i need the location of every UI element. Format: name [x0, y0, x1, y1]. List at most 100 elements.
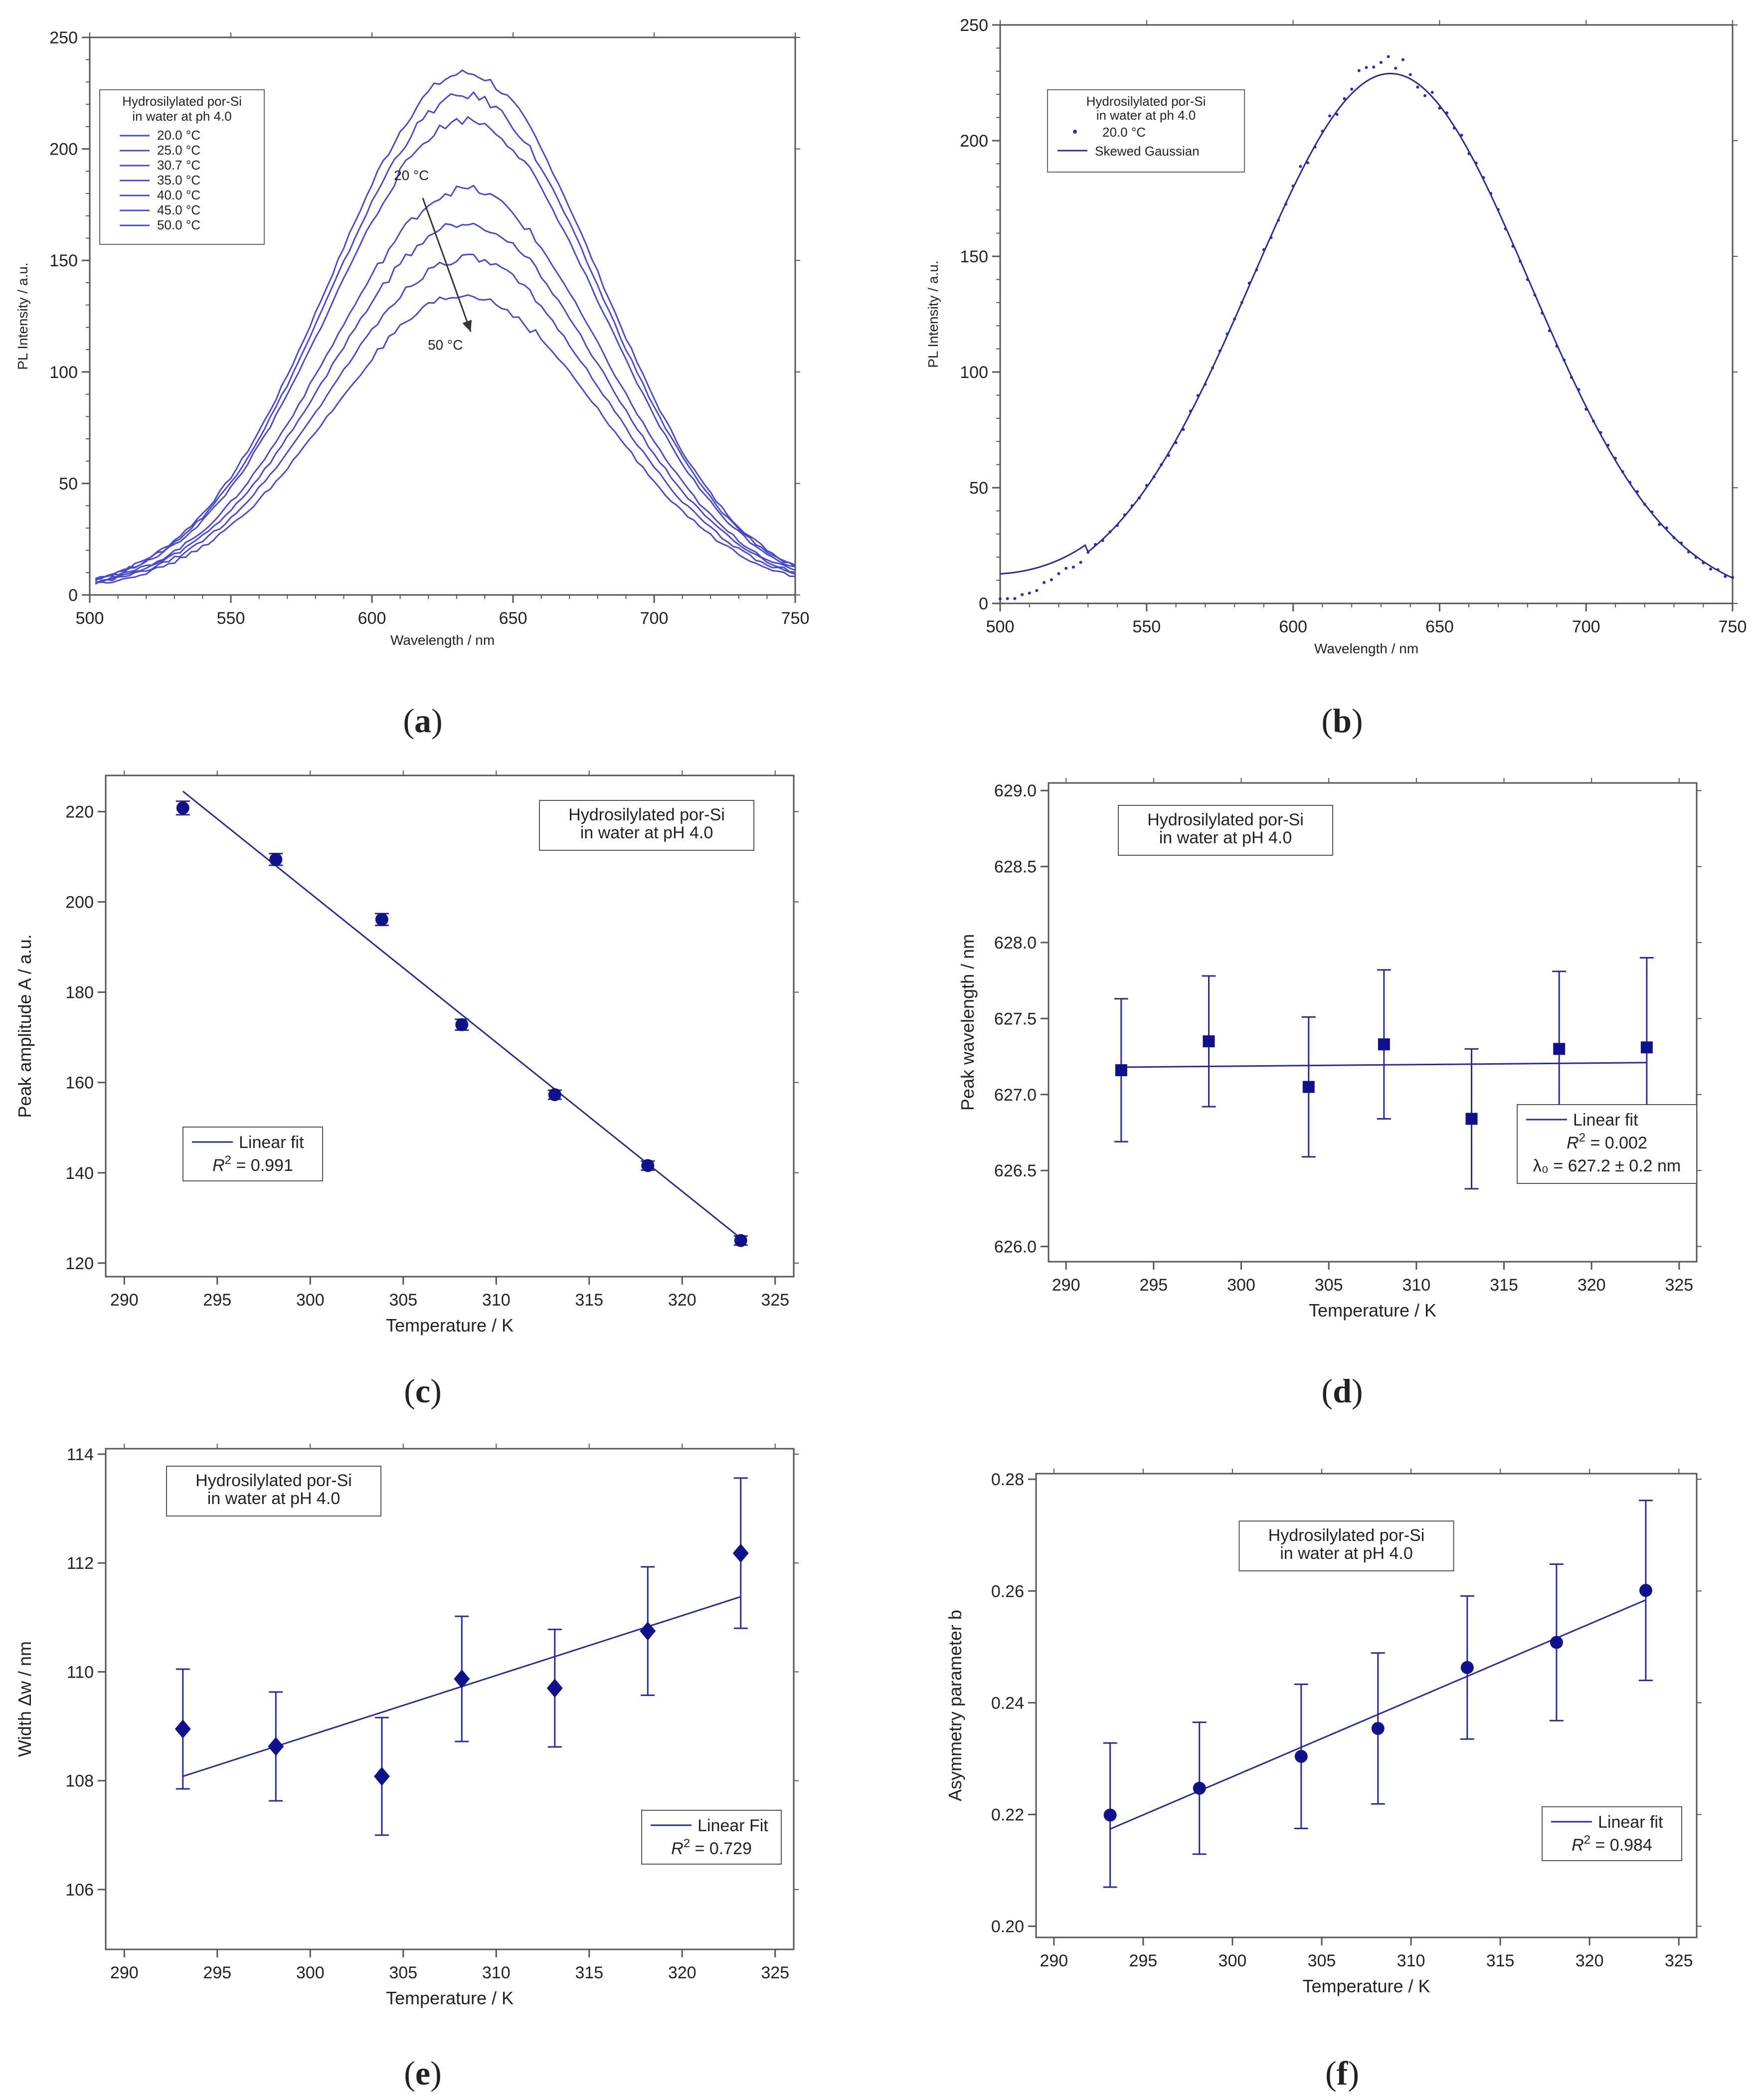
panel-f: 290 295 300 305 310 315 320 325 0.20 0.22 0.24 0.26… — [945, 1469, 1702, 2092]
series-line-6 — [95, 294, 796, 584]
data-point — [375, 913, 388, 926]
data-point — [1193, 1781, 1206, 1795]
data-point — [1343, 97, 1346, 100]
data-point — [1394, 66, 1398, 70]
data-point — [1460, 1661, 1474, 1674]
data-point — [1035, 589, 1039, 592]
sample-info-text: Hydrosilylated por-Si — [1147, 810, 1304, 829]
data-point — [1123, 513, 1126, 517]
arrow-head-icon — [462, 320, 472, 332]
y-tick-label: 626.0 — [994, 1238, 1037, 1257]
data-point — [1378, 1038, 1390, 1051]
x-tick-label: 295 — [1129, 1951, 1157, 1970]
x-tick-label: 295 — [1139, 1276, 1168, 1295]
data-point — [1291, 185, 1295, 188]
x-tick-label: 295 — [203, 1291, 231, 1310]
sample-info-text: in water at pH 4.0 — [580, 823, 713, 842]
x-tick-label: 310 — [482, 1963, 511, 1982]
panel-d: 290 295 300 305 310 315 320 325 626.0 626.5 627.0 6… — [957, 778, 1702, 1410]
data-point — [548, 1088, 561, 1102]
x-tick-label: 310 — [1402, 1276, 1430, 1295]
fit-legend-label: Linear Fit — [698, 1816, 768, 1835]
y-axis-label: PL Intensity / a.u. — [925, 260, 941, 368]
data-point — [1636, 490, 1639, 493]
legend-marker — [1073, 130, 1077, 134]
data-point — [1438, 106, 1441, 110]
y-tick-label: 0 — [979, 594, 988, 613]
caption-letter: a — [414, 702, 431, 740]
sample-info-text: in water at pH 4.0 — [1159, 828, 1292, 847]
data-point — [1680, 541, 1683, 545]
y-tick-label: 108 — [65, 1772, 94, 1791]
fit-legend-box — [1517, 1104, 1697, 1184]
caption-letter: f — [1337, 2054, 1349, 2092]
data-point — [1584, 407, 1588, 411]
data-point — [1013, 597, 1017, 600]
x-tick-label: 305 — [1308, 1951, 1336, 1970]
data-point — [1371, 1721, 1385, 1735]
data-point — [455, 1018, 469, 1031]
r-value: = 0.002 — [1585, 1134, 1647, 1152]
x-tick-label: 300 — [1219, 1951, 1247, 1970]
x-tick-label: 315 — [1486, 1951, 1515, 1970]
data-point — [1302, 1081, 1315, 1093]
y-tick-label: 220 — [65, 802, 94, 821]
data-point — [546, 1679, 563, 1698]
panel-caption: (c) — [404, 1372, 442, 1410]
x-tick-label: 300 — [1227, 1276, 1255, 1295]
x-tick-label: 600 — [1279, 617, 1307, 636]
legend-entry: 45.0 °C — [157, 202, 200, 217]
data-point — [1335, 113, 1339, 116]
fit-legend-label: Linear fit — [239, 1133, 304, 1152]
sample-info-box — [1238, 1521, 1454, 1571]
data-point — [1731, 576, 1734, 579]
data-point — [1071, 566, 1075, 569]
x-tick-label: 550 — [1132, 617, 1161, 636]
x-tick-label: 290 — [110, 1963, 139, 1982]
data-point — [1294, 1749, 1308, 1763]
caption-letter: c — [415, 1372, 430, 1410]
data-point — [1489, 192, 1493, 195]
data-point — [1357, 69, 1361, 72]
x-tick-label: 290 — [110, 1291, 139, 1310]
data-point — [1379, 61, 1383, 64]
data-point — [176, 801, 189, 815]
x-axis-label: Wavelength / nm — [390, 632, 495, 648]
data-point — [1460, 134, 1463, 137]
data-point — [734, 1234, 747, 1247]
data-point — [1614, 456, 1617, 460]
data-point — [1640, 1041, 1653, 1054]
data-point — [1465, 1113, 1478, 1125]
data-point — [1116, 524, 1119, 527]
x-tick-label: 305 — [389, 1963, 417, 1982]
data-point — [1621, 470, 1624, 473]
fit-legend-label: Linear fit — [1573, 1111, 1638, 1130]
r-exponent: 2 — [225, 1153, 231, 1167]
fit-legend-box — [1542, 1806, 1682, 1861]
data-point — [1145, 484, 1148, 487]
data-point — [1504, 227, 1507, 230]
legend-entry: 30.7 °C — [157, 158, 200, 173]
data-point — [641, 1159, 655, 1172]
r-squared-text: R2 = 0.984 — [1572, 1833, 1652, 1855]
annotation-label: 50 °C — [428, 337, 463, 353]
x-tick-label: 295 — [203, 1963, 231, 1982]
data-point — [454, 1669, 470, 1689]
y-axis-label: Width Δw / nm — [14, 1641, 35, 1757]
y-tick-label: 0.26 — [991, 1582, 1024, 1601]
x-tick-label: 700 — [640, 609, 669, 628]
data-point — [1218, 349, 1222, 353]
data-point — [1101, 539, 1104, 542]
y-tick-label: 180 — [65, 983, 94, 1002]
panel-caption: (f) — [1325, 2054, 1359, 2092]
data-point — [1269, 236, 1273, 239]
data-point — [1247, 281, 1251, 285]
data-point — [1387, 55, 1390, 58]
y-tick-label: 106 — [65, 1881, 94, 1900]
y-tick-label: 0.22 — [991, 1805, 1024, 1824]
y-tick-label: 150 — [49, 251, 78, 270]
x-tick-label: 325 — [1665, 1951, 1693, 1970]
legend-entry: 40.0 °C — [157, 188, 200, 202]
x-tick-label: 320 — [1576, 1951, 1604, 1970]
legend-title: in water at ph 4.0 — [1096, 108, 1196, 123]
